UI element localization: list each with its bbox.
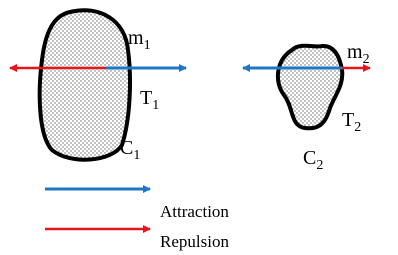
mass-label: m2 <box>347 41 370 67</box>
body-2 <box>278 46 342 129</box>
diagram: m1 T1 C1 m2 T2 C2 Attraction Repulsion <box>0 0 398 255</box>
legend-label: Attraction <box>160 202 229 221</box>
tension-label: T2 <box>342 109 361 135</box>
contour-label: C1 <box>120 137 140 163</box>
tension-label: T1 <box>140 87 159 113</box>
body-1 <box>40 10 130 159</box>
contour-label: C2 <box>303 147 323 173</box>
mass-label: m1 <box>128 27 151 53</box>
legend-label: Repulsion <box>160 232 229 251</box>
